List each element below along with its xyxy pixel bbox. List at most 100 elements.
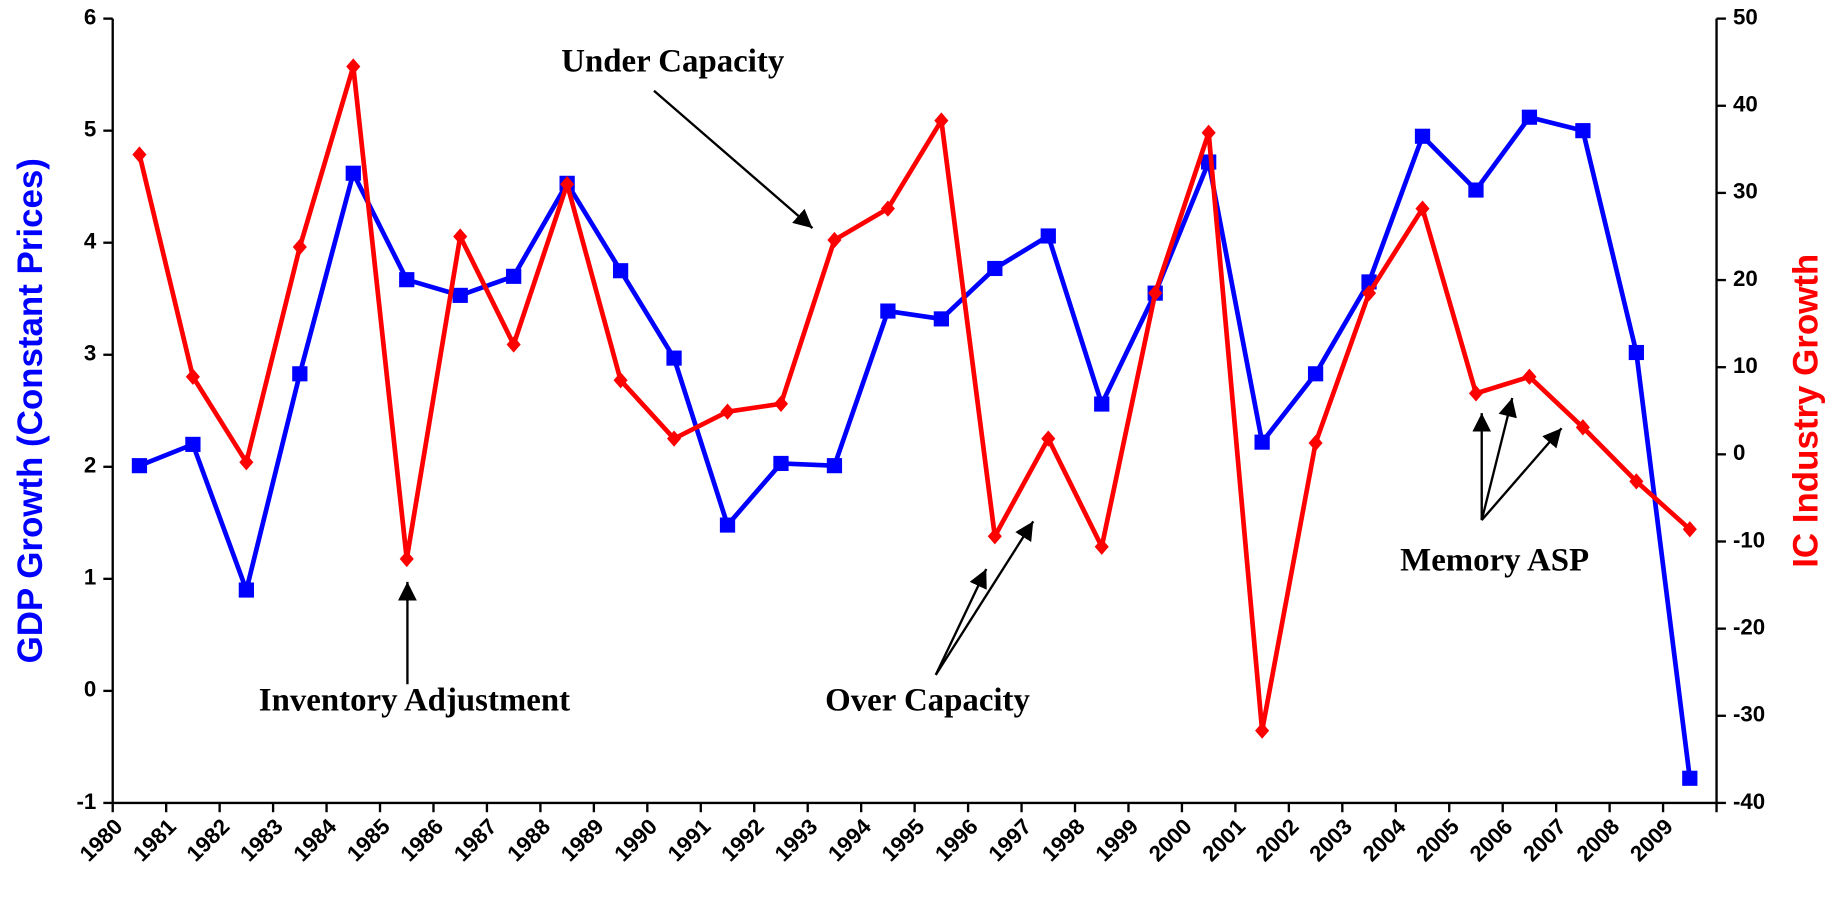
point xyxy=(399,272,415,288)
point xyxy=(1521,109,1538,125)
y2-tick-label: -30 xyxy=(1733,702,1765,727)
x-tick-label: 1998 xyxy=(1037,814,1090,866)
y2-tick-label: -20 xyxy=(1733,615,1765,640)
x-tick-label: 1985 xyxy=(342,814,395,866)
point xyxy=(132,146,147,163)
point xyxy=(1094,538,1109,555)
x-tick-label: 2008 xyxy=(1572,814,1625,866)
point xyxy=(399,550,414,568)
point xyxy=(1415,200,1430,217)
point xyxy=(1308,434,1323,452)
point xyxy=(1628,344,1644,361)
point xyxy=(612,263,629,279)
point xyxy=(1094,396,1110,412)
point xyxy=(1468,385,1484,402)
point xyxy=(1522,368,1537,385)
point xyxy=(1254,434,1270,450)
point xyxy=(1307,366,1324,382)
annotation: Memory ASP xyxy=(1400,543,1589,579)
point xyxy=(1040,228,1056,244)
x-tick-label: 2006 xyxy=(1465,814,1518,866)
x-tick-label: 1991 xyxy=(663,814,716,866)
point xyxy=(933,311,949,327)
y-tick-label: -1 xyxy=(76,789,96,814)
point xyxy=(506,268,522,284)
arrow xyxy=(1480,427,1563,521)
annotation: Over Capacity xyxy=(825,682,1030,718)
x-tick-label: 1987 xyxy=(449,814,502,866)
point xyxy=(1414,128,1431,144)
point xyxy=(1255,722,1270,739)
point xyxy=(773,455,789,471)
x-tick-label: 2004 xyxy=(1358,813,1411,866)
point xyxy=(1468,182,1484,198)
x-tick-label: 2009 xyxy=(1625,814,1678,866)
point xyxy=(880,200,895,217)
point xyxy=(1148,284,1163,302)
y-tick-label: 2 xyxy=(84,453,96,478)
x-tick-label: 1996 xyxy=(930,814,983,866)
x-tick-label: 2007 xyxy=(1518,814,1571,866)
y2-tick-label: 20 xyxy=(1733,266,1758,291)
arrow xyxy=(934,520,1035,676)
point xyxy=(185,368,200,385)
point xyxy=(826,458,843,474)
x-tick-label: 1984 xyxy=(289,813,342,866)
point xyxy=(292,366,308,382)
point xyxy=(987,528,1002,545)
point xyxy=(292,238,307,256)
point xyxy=(827,231,842,249)
point xyxy=(613,372,628,389)
x-tick-label: 1993 xyxy=(770,814,823,866)
y-tick-label: 0 xyxy=(84,677,96,702)
point xyxy=(239,454,254,471)
x-tick-label: 1983 xyxy=(235,814,288,866)
point xyxy=(560,176,575,193)
annotation: Under Capacity xyxy=(561,44,785,80)
arrow xyxy=(934,568,988,676)
annotation: Inventory Adjustment xyxy=(259,682,570,718)
point xyxy=(506,336,521,353)
point xyxy=(1362,284,1377,302)
x-tick-label: 1997 xyxy=(983,814,1036,866)
x-tick-label: 1988 xyxy=(502,814,555,866)
point xyxy=(667,430,682,447)
y2-tick-label: 30 xyxy=(1733,179,1758,204)
x-tick-label: 1995 xyxy=(877,814,930,866)
annotations: Under Capacity Inventory Adjustment Over… xyxy=(259,44,1589,719)
point xyxy=(719,517,736,533)
point xyxy=(934,112,949,129)
x-tick-label: 2005 xyxy=(1411,814,1464,866)
point xyxy=(238,582,254,598)
point xyxy=(773,395,789,412)
x-tick-label: 1999 xyxy=(1090,814,1143,866)
x-tick-label: 1989 xyxy=(556,814,609,866)
y-tick-label: 4 xyxy=(84,229,97,254)
y2-tick-label: -10 xyxy=(1733,527,1765,552)
point xyxy=(880,303,896,319)
x-tick-label: 2000 xyxy=(1144,814,1197,866)
point xyxy=(185,436,201,452)
point xyxy=(1575,419,1590,436)
point xyxy=(346,58,361,75)
x-tick-label: 1986 xyxy=(395,814,448,866)
y2-tick-label: -40 xyxy=(1733,789,1765,814)
series-line xyxy=(138,114,1693,779)
point xyxy=(666,350,682,366)
y2-tick-label: 50 xyxy=(1733,5,1758,30)
point xyxy=(131,458,148,474)
point xyxy=(720,403,735,420)
y2-tick-label: 40 xyxy=(1733,92,1758,117)
y2-axis-label: IC Industry Growth xyxy=(1786,254,1825,568)
point xyxy=(1575,123,1591,139)
series-line xyxy=(137,64,1692,733)
x-tick-label: 1982 xyxy=(182,814,235,866)
x-tick-label: 1980 xyxy=(75,814,128,866)
point xyxy=(1682,770,1698,786)
y2-tick-label: 10 xyxy=(1733,353,1758,378)
point xyxy=(1682,521,1697,538)
y-axis-label: GDP Growth (Constant Prices) xyxy=(11,158,50,663)
arrow xyxy=(653,89,814,229)
x-tick-label: 1994 xyxy=(823,813,876,866)
